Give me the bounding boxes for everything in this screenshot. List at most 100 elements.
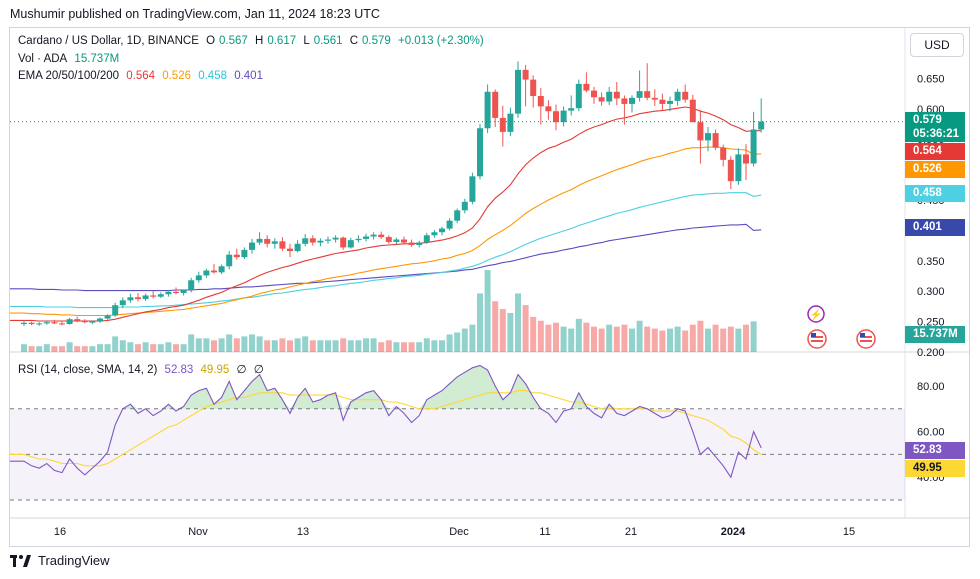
volume-bar bbox=[705, 328, 711, 352]
price-tick-label: 0.200 bbox=[917, 347, 945, 359]
volume-bar bbox=[195, 338, 202, 352]
volume-bar bbox=[492, 301, 499, 352]
candle-body bbox=[241, 249, 248, 258]
candle-body bbox=[553, 111, 559, 123]
volume-bar bbox=[21, 344, 27, 352]
volume-bar bbox=[173, 344, 179, 352]
candle-body bbox=[256, 238, 263, 243]
volume-bar bbox=[135, 344, 141, 352]
candle-body bbox=[74, 319, 81, 321]
volume-bar bbox=[735, 328, 742, 352]
candle-body bbox=[51, 322, 58, 324]
candle-body bbox=[226, 254, 233, 267]
volume-bar bbox=[385, 340, 392, 352]
candle-body bbox=[325, 239, 331, 241]
volume-bar bbox=[264, 340, 271, 352]
candle-body bbox=[682, 91, 689, 100]
rsi-tick-label: 60.00 bbox=[917, 427, 945, 439]
candle-body bbox=[636, 91, 643, 98]
volume-bar bbox=[750, 321, 757, 352]
volume-bar bbox=[712, 324, 719, 352]
tradingview-logo-icon bbox=[10, 554, 31, 567]
volume-label[interactable]: Vol · ADA bbox=[18, 53, 68, 65]
volume-bar bbox=[439, 340, 445, 352]
volume-bar bbox=[674, 326, 681, 352]
candle-body bbox=[89, 321, 96, 323]
volume-bar bbox=[454, 332, 461, 352]
time-tick-label: 13 bbox=[297, 526, 309, 538]
volume-bar bbox=[598, 328, 605, 352]
volume-bar bbox=[545, 324, 552, 352]
candle-body bbox=[294, 243, 301, 252]
volume-bar bbox=[317, 340, 324, 352]
volume-bar bbox=[477, 293, 483, 352]
currency-button[interactable]: USD bbox=[910, 33, 964, 57]
candle-body bbox=[750, 129, 757, 164]
volume-bar bbox=[393, 342, 400, 352]
candle-body bbox=[287, 248, 293, 252]
time-tick-label: 15 bbox=[843, 526, 855, 538]
time-tick-label: 2024 bbox=[721, 526, 746, 538]
volume-bar bbox=[74, 346, 81, 352]
candle-body bbox=[598, 97, 605, 102]
candle-body bbox=[560, 110, 567, 123]
candle-body bbox=[515, 69, 521, 114]
candle-body bbox=[651, 97, 658, 100]
price-tick-label: 0.250 bbox=[917, 317, 945, 329]
price-tick-label: 0.300 bbox=[917, 286, 945, 298]
ema100-line bbox=[10, 192, 762, 309]
lightning-glyph: ⚡ bbox=[810, 308, 822, 321]
us-flag-event-icon bbox=[807, 329, 827, 349]
high-label: H bbox=[255, 35, 264, 47]
volume-value: 15.737M bbox=[74, 53, 120, 65]
candle-body bbox=[431, 232, 438, 236]
us-flag-stripe bbox=[860, 336, 872, 338]
candle-body bbox=[735, 154, 742, 182]
volume-bar bbox=[644, 326, 651, 352]
candle-body bbox=[492, 91, 499, 118]
candle-body bbox=[218, 266, 225, 273]
volume-bar bbox=[461, 328, 468, 352]
candle-body bbox=[302, 238, 309, 244]
candle-body bbox=[233, 254, 240, 258]
volume-bar bbox=[446, 334, 453, 352]
volume-bar bbox=[241, 336, 248, 352]
rsi-sma-price-label: 49.95 bbox=[905, 460, 965, 477]
volume-bar bbox=[157, 344, 164, 352]
candle-body bbox=[743, 154, 749, 164]
volume-bar bbox=[530, 316, 537, 352]
candle-body bbox=[264, 238, 271, 244]
volume-bar bbox=[279, 338, 286, 352]
volume-bar bbox=[431, 340, 438, 352]
volume-bar bbox=[226, 334, 233, 352]
rsi-zero-2: ∅ bbox=[253, 364, 264, 376]
rsi-tick-label: 80.00 bbox=[917, 381, 945, 393]
candle-body bbox=[157, 294, 164, 297]
candle-body bbox=[188, 280, 195, 290]
candle-body bbox=[416, 242, 423, 245]
ema-label[interactable]: EMA 20/50/100/200 bbox=[18, 70, 120, 82]
candle-body bbox=[203, 270, 210, 276]
volume-bar bbox=[401, 342, 407, 352]
chart-frame bbox=[9, 27, 970, 547]
candle-body bbox=[249, 242, 255, 250]
candle-body bbox=[583, 83, 590, 91]
candle-body bbox=[127, 297, 134, 301]
rsi-label[interactable]: RSI (14, close, SMA, 14, 2) bbox=[18, 364, 158, 376]
candle-body bbox=[165, 291, 172, 295]
symbol-name[interactable]: Cardano / US Dollar, 1D, BINANCE bbox=[18, 35, 199, 47]
volume-bar bbox=[416, 342, 423, 352]
candle-body bbox=[142, 295, 149, 300]
candle-body bbox=[461, 201, 468, 211]
rsi-legend: RSI (14, close, SMA, 14, 2) 52.83 49.95 … bbox=[18, 362, 268, 376]
volume-bar bbox=[568, 328, 575, 352]
lightning-event-icon bbox=[807, 305, 825, 323]
volume-bar bbox=[81, 346, 88, 352]
candle-body bbox=[659, 99, 666, 104]
rsi-value: 52.83 bbox=[164, 364, 194, 376]
candle-body bbox=[211, 270, 217, 273]
volume-bar bbox=[659, 330, 666, 352]
volume-bar bbox=[271, 340, 278, 352]
ema100-value: 0.458 bbox=[198, 70, 227, 82]
